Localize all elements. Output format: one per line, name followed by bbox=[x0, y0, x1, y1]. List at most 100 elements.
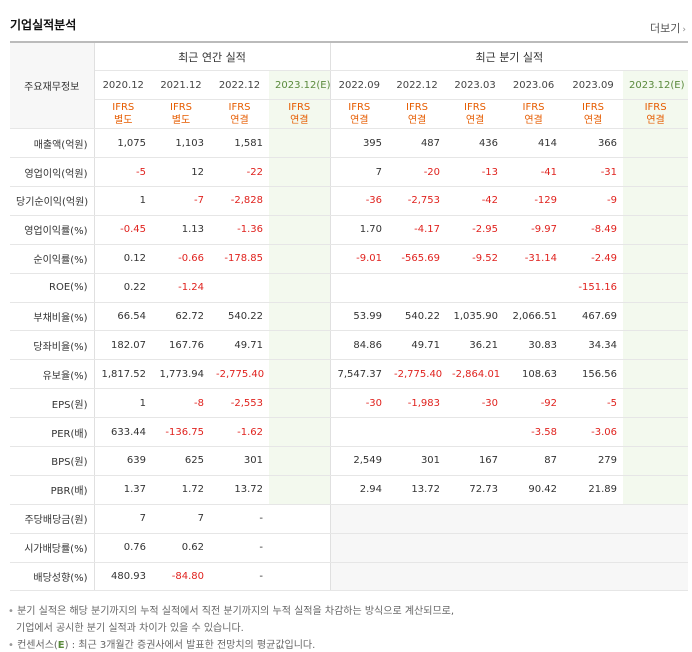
table-row: PER(배) 633.44 -136.75 -1.62 -3.58 -3.06 bbox=[10, 417, 689, 447]
label-header: 주요재무정보 bbox=[10, 41, 95, 130]
table-cell: -36 bbox=[330, 186, 389, 216]
table-cell bbox=[563, 562, 624, 592]
table-cell bbox=[269, 475, 331, 505]
table-cell bbox=[623, 417, 689, 447]
table-cell bbox=[330, 417, 389, 447]
ifrs-header: IFRS 연결 bbox=[388, 99, 447, 130]
ifrs-basis: 연결 bbox=[646, 115, 665, 127]
table-cell: -2,753 bbox=[388, 186, 447, 216]
table-cell: 30.83 bbox=[504, 330, 564, 361]
table-cell bbox=[210, 273, 269, 303]
section-header: 기업실적분석 더보기 › bbox=[10, 12, 688, 38]
ifrs-basis: 연결 bbox=[583, 115, 603, 127]
table-cell bbox=[446, 533, 505, 563]
ifrs-standard: IFRS bbox=[348, 102, 371, 114]
table-cell: -4.17 bbox=[388, 215, 447, 245]
ifrs-standard: IFRS bbox=[288, 102, 311, 114]
period-header: 2021.12 bbox=[152, 70, 210, 101]
table-cell: 2,549 bbox=[330, 446, 389, 476]
ifrs-header: IFRS 별도 bbox=[152, 99, 210, 130]
table-cell: 1.70 bbox=[330, 215, 389, 245]
table-cell: 1,581 bbox=[210, 128, 269, 159]
quarter-group-header: 최근 분기 실적 bbox=[330, 41, 689, 72]
row-label: BPS(원) bbox=[10, 446, 95, 476]
ifrs-header: IFRS 연결 bbox=[504, 99, 564, 130]
table-cell: 639 bbox=[94, 446, 152, 476]
ifrs-standard: IFRS bbox=[582, 102, 605, 114]
table-cell: -3.58 bbox=[504, 417, 564, 447]
ifrs-header: IFRS 연결 bbox=[563, 99, 624, 130]
table-cell: -1.36 bbox=[210, 215, 269, 245]
table-cell: 36.21 bbox=[446, 330, 505, 361]
ifrs-header: IFRS 연결 bbox=[623, 99, 689, 130]
table-cell bbox=[330, 562, 389, 592]
table-cell: 2.94 bbox=[330, 475, 389, 505]
table-cell: 467.69 bbox=[563, 302, 624, 332]
ifrs-basis: 연결 bbox=[407, 115, 427, 127]
table-cell: -0.45 bbox=[94, 215, 152, 245]
table-row: 시가배당률(%) 0.76 0.62- bbox=[10, 533, 689, 563]
table-cell: 72.73 bbox=[446, 475, 505, 505]
table-cell bbox=[623, 359, 689, 390]
table-cell bbox=[623, 215, 689, 245]
table-cell bbox=[623, 128, 689, 159]
table-cell: - bbox=[210, 562, 269, 592]
financial-table: 주요재무정보 최근 연간 실적 최근 분기 실적 2020.12 2021.12 2… bbox=[10, 41, 689, 592]
table-row: 영업이익률(%) -0.45 1.13 -1.36 1.70 -4.17 -2.95 -9.9… bbox=[10, 215, 689, 245]
table-row: 영업이익(억원) -5 12 -22 7 -20 -13 -41 -31 bbox=[10, 157, 689, 187]
row-label: 순이익률(%) bbox=[10, 244, 95, 274]
ifrs-header: IFRS 연결 bbox=[446, 99, 505, 130]
table-cell: -3.06 bbox=[563, 417, 624, 447]
table-cell: -5 bbox=[94, 157, 152, 187]
ifrs-standard: IFRS bbox=[228, 102, 251, 114]
table-cell bbox=[504, 273, 564, 303]
table-cell: 13.72 bbox=[388, 475, 447, 505]
table-row: 배당성향(%) 480.93 -84.80- bbox=[10, 562, 689, 592]
table-cell: 540.22 bbox=[388, 302, 447, 332]
table-cell: 0.22 bbox=[94, 273, 152, 303]
ifrs-header: IFRS 연결 bbox=[210, 99, 269, 130]
table-cell bbox=[623, 186, 689, 216]
footnote-1: • 분기 실적은 해당 분기까지의 누적 실적에서 직전 분기까지의 누적 실적… bbox=[8, 606, 455, 617]
table-cell: 49.71 bbox=[388, 330, 447, 361]
period-header: 2023.09 bbox=[563, 70, 624, 101]
table-cell: -2.49 bbox=[563, 244, 624, 274]
table-cell: 90.42 bbox=[504, 475, 564, 505]
more-link[interactable]: 더보기 › bbox=[650, 20, 686, 36]
table-cell bbox=[388, 273, 447, 303]
table-cell bbox=[388, 562, 447, 592]
ifrs-standard: IFRS bbox=[406, 102, 429, 114]
row-label: ROE(%) bbox=[10, 273, 95, 303]
table-cell: -151.16 bbox=[563, 273, 624, 303]
ifrs-basis: 연결 bbox=[230, 115, 249, 127]
table-cell bbox=[269, 504, 331, 534]
table-cell: -9.01 bbox=[330, 244, 389, 274]
ifrs-standard: IFRS bbox=[522, 102, 545, 114]
table-cell: 436 bbox=[446, 128, 505, 159]
table-cell: 1,075 bbox=[94, 128, 152, 159]
period-header: 2022.09 bbox=[330, 70, 389, 101]
table-cell: 7,547.37 bbox=[330, 359, 389, 390]
period-header: 2022.12 bbox=[388, 70, 447, 101]
ifrs-header: IFRS 연결 bbox=[269, 99, 331, 130]
table-cell: 1 bbox=[94, 186, 152, 216]
table-cell bbox=[269, 359, 331, 390]
table-row: PBR(배) 1.37 1.72 13.72 2.94 13.72 72.73 90.42 21… bbox=[10, 475, 689, 505]
table-cell: 182.07 bbox=[94, 330, 152, 361]
period-header: 2020.12 bbox=[94, 70, 152, 101]
table-cell: -22 bbox=[210, 157, 269, 187]
table-cell: -31 bbox=[563, 157, 624, 187]
table-row: 순이익률(%) 0.12 -0.66 -178.85 -9.01 -565.69 -9.52… bbox=[10, 244, 689, 274]
table-cell bbox=[269, 388, 331, 419]
table-cell: -13 bbox=[446, 157, 505, 187]
row-label: PER(배) bbox=[10, 417, 95, 447]
row-label: 부채비율(%) bbox=[10, 302, 95, 332]
table-cell bbox=[269, 302, 331, 332]
table-cell: 108.63 bbox=[504, 359, 564, 390]
table-cell: 1.72 bbox=[152, 475, 210, 505]
table-cell: - bbox=[210, 504, 269, 534]
table-cell: -9.52 bbox=[446, 244, 505, 274]
table-cell: -565.69 bbox=[388, 244, 447, 274]
row-label: 매출액(억원) bbox=[10, 128, 95, 159]
table-cell: -7 bbox=[152, 186, 210, 216]
